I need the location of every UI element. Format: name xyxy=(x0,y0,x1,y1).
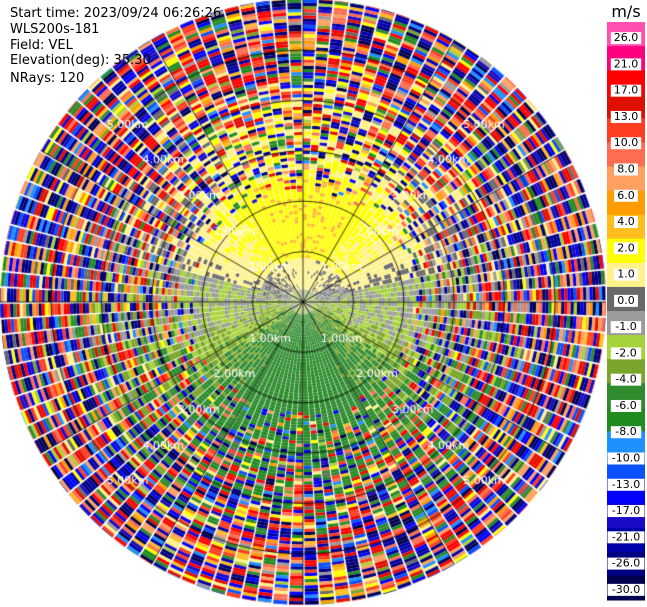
start-time-label: Start time: 2023/09/24 06:26:26 xyxy=(10,6,222,21)
colorbar-tick-label: -1.0 xyxy=(615,320,636,333)
colorbar-tick-label: 4.0 xyxy=(617,215,635,228)
colorbar-tick-bg xyxy=(614,163,638,176)
elevation-label: Elevation(deg): 35.30 xyxy=(10,53,151,68)
colorbar-tick-label: 6.0 xyxy=(617,189,635,202)
colorbar-tick-bg xyxy=(607,583,645,596)
colorbar-tick-bg xyxy=(610,58,642,71)
instrument-label: WLS200s-181 xyxy=(10,22,100,37)
colorbar-tick-label: 8.0 xyxy=(617,163,635,176)
colorbar-tick-label: -8.0 xyxy=(615,425,636,438)
colorbar-tick-bg xyxy=(614,294,638,307)
colorbar-tick-bg xyxy=(610,399,642,412)
colorbar-tick-bg xyxy=(610,137,642,150)
colorbar-tick-bg xyxy=(610,110,642,123)
colorbar-tick-bg xyxy=(610,321,642,334)
colorbar-tick-label: 17.0 xyxy=(614,84,639,97)
colorbar-tick-label: -21.0 xyxy=(612,530,640,543)
colorbar-tick-bg xyxy=(610,426,642,439)
field-label: Field: VEL xyxy=(10,38,73,53)
colorbar-tick-bg xyxy=(614,216,638,229)
colorbar-tick-bg xyxy=(614,268,638,281)
colorbar-tick-bg xyxy=(607,452,645,465)
colorbar-tick-bg xyxy=(614,189,638,202)
colorbar-tick-bg xyxy=(607,478,645,491)
colorbar-unit-label: m/s xyxy=(611,2,640,21)
colorbar-tick-bg xyxy=(607,505,645,518)
colorbar-tick-bg xyxy=(610,347,642,360)
colorbar-tick-label: -17.0 xyxy=(612,504,640,517)
colorbar-tick-bg xyxy=(610,373,642,386)
colorbar-tick-label: -2.0 xyxy=(615,346,636,359)
colorbar-tick-label: -4.0 xyxy=(615,373,636,386)
colorbar-tick-label: -10.0 xyxy=(612,452,640,465)
colorbar-tick-label: 0.0 xyxy=(617,294,635,307)
colorbar-tick-bg xyxy=(610,32,642,45)
colorbar-tick-label: -13.0 xyxy=(612,478,640,491)
colorbar-tick-bg xyxy=(607,531,645,544)
colorbar-tick-bg xyxy=(610,84,642,97)
colorbar-tick-label: -30.0 xyxy=(612,583,640,596)
colorbar-tick-label: 21.0 xyxy=(614,57,639,70)
colorbar-tick-label: 13.0 xyxy=(614,110,639,123)
nrays-label: NRays: 120 xyxy=(10,71,85,86)
colorbar-tick-label: 10.0 xyxy=(614,136,639,149)
colorbar-tick-bg xyxy=(607,557,645,570)
colorbar-tick-bg xyxy=(614,242,638,255)
colorbar-tick-label: 1.0 xyxy=(617,268,635,281)
colorbar-tick-label: -26.0 xyxy=(612,557,640,570)
colorbar-tick-label: 26.0 xyxy=(614,31,639,44)
colorbar-tick-label: 2.0 xyxy=(617,241,635,254)
colorbar-tick-label: -6.0 xyxy=(615,399,636,412)
